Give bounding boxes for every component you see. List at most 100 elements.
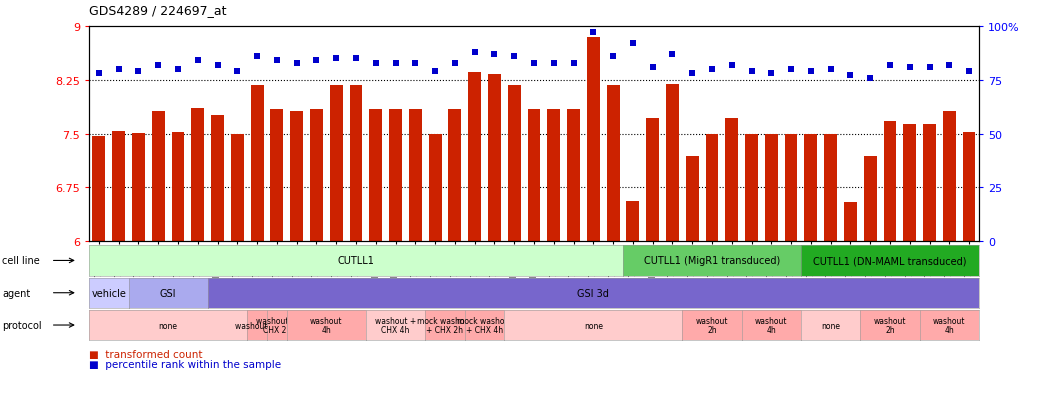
Text: washout
4h: washout 4h — [933, 316, 965, 335]
Point — [704, 66, 720, 73]
Point — [249, 54, 266, 60]
Point — [486, 52, 503, 58]
Point — [684, 71, 700, 77]
Text: ■  transformed count: ■ transformed count — [89, 349, 202, 359]
Bar — [488, 75, 500, 242]
Bar — [389, 110, 402, 242]
Text: CUTLL1 (DN-MAML transduced): CUTLL1 (DN-MAML transduced) — [814, 256, 966, 266]
Text: GSI: GSI — [160, 288, 176, 298]
Bar — [310, 110, 322, 242]
Point — [723, 62, 740, 69]
Text: washout 2h: washout 2h — [235, 321, 280, 330]
Point — [446, 60, 463, 66]
Point — [90, 71, 107, 77]
Bar — [231, 135, 244, 242]
Point — [308, 58, 325, 64]
Bar — [962, 133, 976, 242]
Point — [961, 69, 978, 75]
Bar — [370, 110, 382, 242]
Text: GSI 3d: GSI 3d — [577, 288, 609, 298]
Point — [941, 62, 958, 69]
Text: washout +
CHX 4h: washout + CHX 4h — [375, 316, 416, 335]
Bar — [409, 110, 422, 242]
Bar — [468, 73, 481, 242]
Bar — [112, 132, 125, 242]
Point — [268, 58, 285, 64]
Bar — [290, 112, 303, 242]
Bar — [884, 122, 896, 242]
Bar — [626, 202, 640, 242]
Bar — [784, 135, 798, 242]
Point — [209, 62, 226, 69]
Text: CUTLL1: CUTLL1 — [337, 256, 375, 266]
Text: agent: agent — [2, 288, 30, 298]
Bar — [211, 116, 224, 242]
Point — [367, 60, 384, 66]
Point — [130, 69, 147, 75]
Point — [407, 60, 424, 66]
Point — [763, 71, 780, 77]
Text: protocol: protocol — [2, 320, 42, 330]
Bar — [844, 203, 856, 242]
Bar — [528, 110, 540, 242]
Bar — [904, 125, 916, 242]
Text: washout +
CHX 2h: washout + CHX 2h — [257, 316, 297, 335]
Point — [565, 60, 582, 66]
Text: vehicle: vehicle — [91, 288, 127, 298]
Point — [328, 56, 344, 62]
Bar — [943, 112, 956, 242]
Point — [170, 66, 186, 73]
Point — [624, 41, 641, 47]
Bar — [726, 119, 738, 242]
Point — [110, 66, 127, 73]
Bar — [686, 157, 698, 242]
Point — [882, 62, 898, 69]
Bar — [172, 133, 184, 242]
Point — [387, 60, 404, 66]
Point — [506, 54, 522, 60]
Point — [644, 64, 661, 71]
Point — [743, 69, 760, 75]
Point — [545, 60, 562, 66]
Text: mock washout
+ CHX 4h: mock washout + CHX 4h — [456, 316, 512, 335]
Point — [783, 66, 800, 73]
Point — [585, 30, 602, 37]
Text: none: none — [584, 321, 603, 330]
Bar — [428, 135, 442, 242]
Point — [842, 73, 859, 80]
Point — [822, 66, 839, 73]
Point — [664, 52, 681, 58]
Bar — [92, 136, 106, 242]
Bar — [350, 85, 362, 242]
Point — [605, 54, 622, 60]
Bar — [666, 85, 678, 242]
Point — [802, 69, 819, 75]
Bar — [646, 119, 659, 242]
Text: GDS4289 / 224697_at: GDS4289 / 224697_at — [89, 4, 226, 17]
Bar — [250, 86, 264, 242]
Bar — [152, 112, 164, 242]
Bar — [508, 86, 520, 242]
Bar — [745, 135, 758, 242]
Point — [190, 58, 206, 64]
Bar — [448, 110, 462, 242]
Point — [427, 69, 444, 75]
Point — [150, 62, 166, 69]
Bar — [567, 110, 580, 242]
Text: cell line: cell line — [2, 256, 40, 266]
Text: washout
2h: washout 2h — [873, 316, 907, 335]
Bar — [548, 110, 560, 242]
Point — [288, 60, 305, 66]
Point — [348, 56, 364, 62]
Text: mock washout
+ CHX 2h: mock washout + CHX 2h — [417, 316, 473, 335]
Text: washout
4h: washout 4h — [310, 316, 342, 335]
Point — [229, 69, 246, 75]
Text: washout
2h: washout 2h — [695, 316, 729, 335]
Bar — [804, 135, 818, 242]
Bar — [606, 86, 620, 242]
Text: ■  percentile rank within the sample: ■ percentile rank within the sample — [89, 359, 282, 369]
Point — [862, 75, 878, 82]
Bar — [587, 38, 600, 242]
Bar — [330, 86, 342, 242]
Point — [526, 60, 542, 66]
